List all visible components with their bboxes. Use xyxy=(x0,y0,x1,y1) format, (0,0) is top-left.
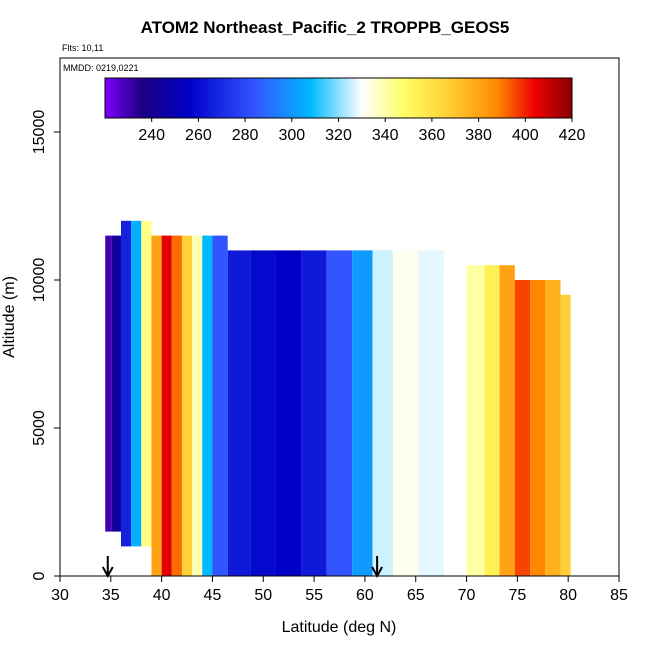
heatmap-column xyxy=(161,235,172,576)
chart-title: ATOM2 Northeast_Pacific_2 TROPPB_GEOS5 xyxy=(140,18,510,37)
heatmap-column xyxy=(141,220,152,547)
heatmap-column xyxy=(418,250,444,576)
marker-arrow-head xyxy=(101,566,114,579)
heatmap-cells xyxy=(105,220,571,576)
heatmap-column xyxy=(499,265,515,576)
x-tick-label: 85 xyxy=(610,587,628,604)
heatmap-column xyxy=(131,220,142,547)
x-tick-label: 75 xyxy=(508,587,526,604)
heatmap-column xyxy=(275,250,302,576)
flights-label: Flts: 10,11 xyxy=(62,43,104,53)
heatmap-column xyxy=(560,294,571,576)
y-axis: 0 5000 10000 15000 xyxy=(31,110,60,580)
x-tick-label: 45 xyxy=(204,587,222,604)
x-tick-label: 80 xyxy=(559,587,577,604)
heatmap-column xyxy=(466,265,485,576)
heatmap-column xyxy=(484,265,500,576)
x-tick-label: 65 xyxy=(407,587,425,604)
x-tick-label: 30 xyxy=(51,587,69,604)
y-tick-label: 15000 xyxy=(31,110,48,155)
x-tick-label: 50 xyxy=(254,587,272,604)
heatmap-column xyxy=(192,235,203,576)
heatmap-column xyxy=(227,250,251,576)
colorbar-ticks: 240 260 280 300 320 340 360 380 400 420 xyxy=(138,118,585,144)
heatmap-column xyxy=(392,250,419,576)
heatmap-column xyxy=(250,250,276,576)
y-tick-label: 5000 xyxy=(31,410,48,446)
x-tick-label: 40 xyxy=(153,587,171,604)
heatmap-column xyxy=(120,220,132,547)
x-tick-label: 60 xyxy=(356,587,374,604)
colorbar-tick-label: 240 xyxy=(138,127,165,144)
x-tick-label: 55 xyxy=(305,587,323,604)
heatmap-column xyxy=(151,235,162,576)
colorbar-tick-label: 360 xyxy=(419,127,446,144)
y-axis-label: Altitude (m) xyxy=(1,276,18,358)
colorbar-tick-label: 400 xyxy=(512,127,539,144)
heatmap-column xyxy=(171,235,182,576)
heatmap-column xyxy=(111,235,121,532)
colorbar-tick-label: 340 xyxy=(372,127,399,144)
x-tick-label: 70 xyxy=(458,587,476,604)
heatmap-column xyxy=(212,235,228,576)
colorbar-tick-label: 420 xyxy=(559,127,586,144)
marker-arrow-head xyxy=(371,566,383,579)
latitude-markers xyxy=(101,556,383,579)
colorbar-tick-label: 320 xyxy=(325,127,352,144)
heatmap-column xyxy=(352,250,373,576)
heatmap-column xyxy=(372,250,393,576)
heatmap-column xyxy=(530,280,546,576)
colorbar-tick-label: 380 xyxy=(465,127,492,144)
x-tick-label: 35 xyxy=(102,587,120,604)
heatmap-column xyxy=(202,235,213,576)
colorbar-tick-label: 300 xyxy=(278,127,305,144)
heatmap-column xyxy=(545,280,561,576)
plot-frame xyxy=(59,57,620,577)
colorbar xyxy=(104,77,573,119)
colorbar-tick-label: 280 xyxy=(232,127,259,144)
heatmap-column xyxy=(105,235,112,532)
x-axis: 30 35 40 45 50 55 60 65 70 75 80 85 xyxy=(51,576,628,604)
x-axis-label: Latitude (deg N) xyxy=(282,619,397,636)
heatmap-column xyxy=(301,250,327,576)
y-tick-label: 10000 xyxy=(31,258,48,303)
heatmap-column xyxy=(181,235,193,576)
heatmap-column xyxy=(443,265,467,576)
dates-label: MMDD: 0219,0221 xyxy=(63,63,139,73)
heatmap-column xyxy=(326,250,353,576)
heatmap-column xyxy=(514,280,531,576)
colorbar-tick-label: 260 xyxy=(185,127,212,144)
y-tick-label: 0 xyxy=(31,571,48,580)
